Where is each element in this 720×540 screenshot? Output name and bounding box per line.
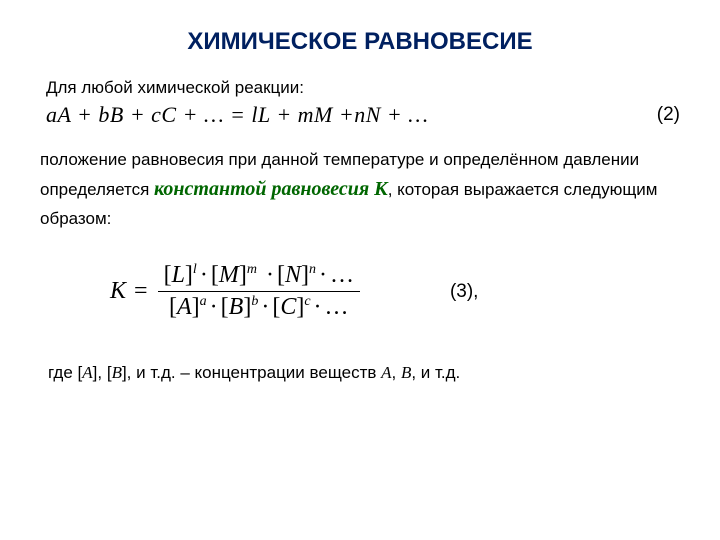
reaction-equation-row: aA + bB + cC + … = lL + mM +nN + … (2) — [46, 102, 680, 128]
where-line: где [A], [B], и т.д. – концентрации веще… — [48, 363, 680, 383]
exp-m: m — [247, 262, 257, 277]
conc-N: N — [277, 262, 309, 288]
equilibrium-constant-term: константой равновесия К — [154, 178, 388, 200]
exp-l: l — [193, 262, 197, 277]
conc-M: M — [211, 262, 247, 288]
equilibrium-formula: K = Ll·Mm ·Nn·… Aa·Bb·Cc·… — [110, 260, 360, 323]
equation-number-2: (2) — [657, 104, 680, 126]
exp-b: b — [251, 294, 258, 309]
where-A: A — [82, 363, 92, 382]
where-B: B — [112, 363, 122, 382]
equation-number-3: (3), — [450, 281, 479, 303]
denominator: Aa·Bb·Cc·… — [163, 292, 355, 323]
reaction-equation: aA + bB + cC + … = lL + mM +nN + … — [46, 102, 428, 127]
conc-L: L — [164, 262, 193, 288]
where-mid: , — [392, 363, 401, 382]
exp-n: n — [309, 262, 316, 277]
exp-a: a — [200, 294, 207, 309]
conc-C: C — [272, 294, 304, 320]
conc-B: B — [221, 294, 252, 320]
where-d: , и т.д. — [411, 363, 460, 382]
where-c: ], и т.д. – концентрации веществ — [122, 363, 381, 382]
conc-A: A — [169, 294, 200, 320]
slide: ХИМИЧЕСКОЕ РАВНОВЕСИЕ Для любой химическ… — [0, 0, 720, 403]
intro-line: Для любой химической реакции: — [46, 78, 680, 98]
where-A2: A — [381, 363, 391, 382]
ellipsis-top: … — [330, 262, 354, 288]
formula-row: K = Ll·Mm ·Nn·… Aa·Bb·Cc·… (3), — [110, 260, 680, 323]
where-b: ], [ — [93, 363, 112, 382]
where-a: где [ — [48, 363, 82, 382]
equals-sign: = — [134, 278, 148, 305]
fraction: Ll·Mm ·Nn·… Aa·Bb·Cc·… — [158, 260, 360, 323]
where-B2: B — [401, 363, 411, 382]
ellipsis-bottom: … — [325, 294, 349, 320]
exp-c: c — [304, 294, 310, 309]
description-paragraph: положение равновесия при данной температ… — [40, 146, 680, 232]
numerator: Ll·Mm ·Nn·… — [158, 260, 360, 292]
K-symbol: K — [110, 278, 126, 305]
page-title: ХИМИЧЕСКОЕ РАВНОВЕСИЕ — [40, 28, 680, 56]
